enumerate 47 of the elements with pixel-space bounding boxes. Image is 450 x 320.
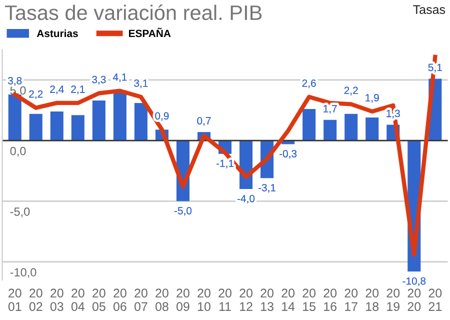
data-label: 2,6 [302, 79, 316, 88]
data-label: 0,7 [197, 117, 211, 126]
data-label: -10,8 [402, 277, 426, 286]
x-tick-label: 20 06 [113, 288, 126, 311]
x-tick-label: 20 16 [324, 288, 337, 311]
legend-label: ESPAÑA [129, 28, 171, 38]
x-tick-label: 20 13 [260, 288, 274, 311]
x-tick-label: 20 07 [134, 288, 148, 311]
data-label: 1,9 [366, 94, 379, 103]
data-label: 1,7 [324, 105, 337, 114]
x-tick-label: 20 20 [408, 288, 421, 311]
y-tick-label: 0,0 [10, 146, 26, 157]
data-label: 3,8 [8, 77, 22, 86]
x-tick-label: 20 11 [218, 288, 232, 311]
x-tick-label: 20 12 [240, 288, 252, 311]
legend-label: Asturias [36, 29, 78, 38]
data-label: 3,3 [92, 76, 106, 84]
data-label: -5,0 [174, 207, 192, 216]
data-label: 3,1 [134, 79, 148, 88]
x-tick-label: 20 17 [344, 288, 358, 311]
data-label: 2,2 [344, 86, 358, 96]
x-tick-label: 20 02 [29, 288, 42, 311]
data-label: -4,0 [238, 194, 255, 204]
x-tick-label: 20 09 [176, 288, 190, 311]
y-tick-label: -5,0 [10, 207, 30, 218]
data-label: 4,1 [112, 74, 127, 82]
x-tick-label: 20 03 [50, 288, 64, 311]
data-label: -0,3 [280, 150, 297, 159]
chart-title: Tasas de variación real. PIB [4, 4, 262, 20]
data-label: 2,4 [50, 86, 64, 94]
x-tick-label: 20 14 [282, 288, 295, 311]
x-tick-label: 20 08 [155, 288, 168, 311]
x-tick-label: 20 19 [386, 288, 400, 311]
x-tick-label: 20 05 [92, 288, 106, 311]
data-label: -3,1 [258, 184, 276, 193]
x-tick-label: 20 21 [428, 288, 442, 311]
data-label: -1,1 [216, 160, 234, 168]
data-label: 2,2 [29, 90, 43, 99]
x-tick-label: 20 01 [8, 288, 22, 311]
x-tick-label: 20 10 [198, 288, 210, 311]
y-axis-title: Tasas [413, 5, 446, 14]
x-tick-label: 20 04 [71, 288, 84, 311]
x-tick-label: 20 18 [366, 288, 379, 311]
y-tick-label: -10,0 [10, 268, 36, 278]
data-label: 0,9 [155, 112, 169, 121]
data-label: 2,1 [71, 86, 85, 94]
x-tick-label: 20 15 [302, 288, 316, 311]
